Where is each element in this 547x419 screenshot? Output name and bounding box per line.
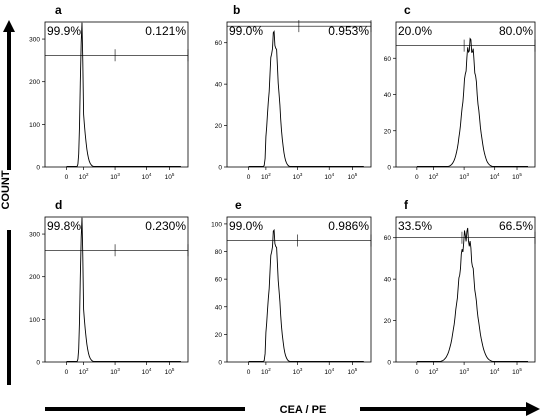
histogram-curve xyxy=(416,227,528,362)
y-tick-label: 0 xyxy=(218,360,222,367)
x-tick-label: 105 xyxy=(347,367,357,376)
panel-a: a 0 100 200 300 0 102 103 104 105 99.9% 0.121% xyxy=(29,3,189,181)
y-tick-label: 200 xyxy=(29,79,40,86)
x-tick-label: 103 xyxy=(293,367,303,376)
panel-letter: a xyxy=(55,3,62,17)
x-tick-label: 0 xyxy=(65,369,69,376)
x-tick-label: 105 xyxy=(512,172,522,181)
y-tick-label: 40 xyxy=(215,82,223,89)
gate-left-percent: 99.8% xyxy=(47,219,81,233)
y-tick-label: 0 xyxy=(36,165,40,172)
gate-right-percent: 0.953% xyxy=(328,24,369,38)
x-tick-label: 104 xyxy=(324,172,334,181)
x-tick-label: 102 xyxy=(79,367,89,376)
y-tick-label: 20 xyxy=(215,123,223,130)
x-tick-label: 102 xyxy=(261,367,271,376)
x-tick-label: 104 xyxy=(490,367,500,376)
panel-letter: e xyxy=(235,198,242,212)
gate-right-percent: 0.986% xyxy=(328,219,369,233)
plot-frame xyxy=(44,21,189,168)
x-tick-label: 102 xyxy=(429,172,439,181)
histogram-curve xyxy=(66,22,181,167)
x-tick-label: 104 xyxy=(142,367,152,376)
y-tick-label: 60 xyxy=(384,56,392,63)
y-tick-label: 200 xyxy=(29,274,40,281)
x-tick-label: 103 xyxy=(459,172,469,181)
x-tick-label: 0 xyxy=(65,174,69,181)
y-tick-label: 100 xyxy=(211,221,222,228)
panel-f: f 0 20 40 60 0 102 103 104 105 33.5% 66.5% xyxy=(384,198,536,376)
x-axis-label: CEA / PE xyxy=(280,404,327,416)
panel-b: b 0 20 40 60 0 102 103 104 105 99.0% 0.953% xyxy=(215,3,372,181)
y-tick-label: 60 xyxy=(384,235,392,242)
histogram-curve xyxy=(416,37,528,167)
x-tick-label: 103 xyxy=(459,367,469,376)
y-axis-label: COUNT xyxy=(0,170,12,209)
x-tick-label: 105 xyxy=(165,172,175,181)
plot-frame xyxy=(226,21,372,168)
y-tick-label: 40 xyxy=(215,304,223,311)
histogram-curve xyxy=(248,30,364,167)
panel-letter: c xyxy=(404,3,411,17)
x-tick-label: 0 xyxy=(415,369,419,376)
panel-letter: f xyxy=(404,198,409,212)
gate-left-percent: 99.9% xyxy=(47,24,81,38)
panel-e: e 0 20 40 60 80 100 0 102 103 104 105 99.0% 0.986% xyxy=(211,198,372,376)
x-tick-label: 104 xyxy=(490,172,500,181)
histogram-curve xyxy=(248,228,364,362)
y-tick-label: 60 xyxy=(215,277,223,284)
gate-left-percent: 99.0% xyxy=(229,219,263,233)
x-tick-label: 102 xyxy=(79,172,89,181)
panel-d: d 0 100 200 300 0 102 103 104 105 99.8% 0.230% xyxy=(29,198,189,376)
histogram-curve xyxy=(66,217,181,362)
gate-right-percent: 0.121% xyxy=(145,24,186,38)
x-tick-label: 103 xyxy=(110,172,120,181)
y-tick-label: 40 xyxy=(384,92,392,99)
gate-left-percent: 20.0% xyxy=(398,24,432,38)
gate-left-percent: 33.5% xyxy=(398,219,432,233)
x-tick-label: 103 xyxy=(293,172,303,181)
y-tick-label: 60 xyxy=(215,40,223,47)
y-tick-label: 300 xyxy=(29,37,40,44)
y-tick-label: 0 xyxy=(218,165,222,172)
y-tick-label: 80 xyxy=(215,249,223,256)
x-tick-label: 104 xyxy=(142,172,152,181)
y-tick-label: 20 xyxy=(384,318,392,325)
plot-frame xyxy=(395,21,536,168)
x-tick-label: 105 xyxy=(512,367,522,376)
x-tick-label: 102 xyxy=(429,367,439,376)
plot-frame xyxy=(395,216,536,363)
panel-letter: d xyxy=(55,198,62,212)
gate-right-percent: 0.230% xyxy=(145,219,186,233)
x-tick-label: 103 xyxy=(110,367,120,376)
gate-right-percent: 66.5% xyxy=(499,219,533,233)
x-tick-label: 105 xyxy=(347,172,357,181)
x-axis-arrowhead xyxy=(526,402,540,416)
plot-frame xyxy=(226,216,372,363)
x-tick-label: 0 xyxy=(415,174,419,181)
gate-left-percent: 99.0% xyxy=(229,24,263,38)
y-tick-label: 100 xyxy=(29,122,40,129)
x-tick-label: 0 xyxy=(247,369,251,376)
plot-frame xyxy=(44,216,189,363)
y-tick-label: 0 xyxy=(36,360,40,367)
y-tick-label: 40 xyxy=(384,277,392,284)
x-tick-label: 104 xyxy=(324,367,334,376)
y-axis-arrowhead xyxy=(3,20,15,32)
y-tick-label: 0 xyxy=(387,360,391,367)
gate-right-percent: 80.0% xyxy=(499,24,533,38)
x-tick-label: 102 xyxy=(261,172,271,181)
y-tick-label: 20 xyxy=(215,332,223,339)
x-tick-label: 0 xyxy=(247,174,251,181)
x-tick-label: 105 xyxy=(165,367,175,376)
y-tick-label: 300 xyxy=(29,232,40,239)
panel-letter: b xyxy=(233,3,240,17)
panel-c: c 0 20 40 60 0 102 103 104 105 20.0% 80.0% xyxy=(384,3,536,181)
y-tick-label: 100 xyxy=(29,317,40,324)
y-tick-label: 20 xyxy=(384,128,392,135)
y-tick-label: 0 xyxy=(387,165,391,172)
